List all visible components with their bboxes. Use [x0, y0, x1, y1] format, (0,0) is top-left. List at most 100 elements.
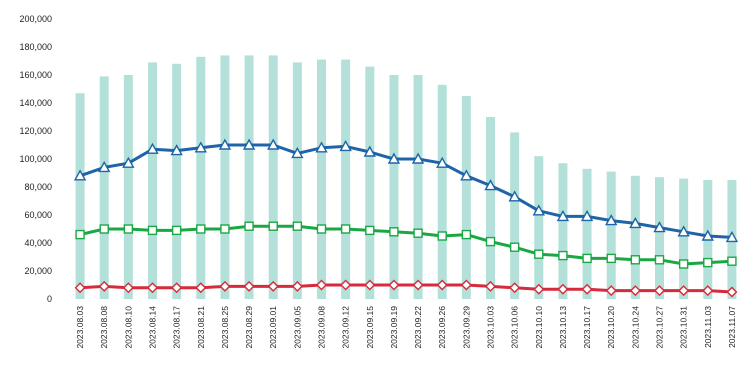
square-marker — [534, 249, 544, 259]
square-marker — [485, 236, 496, 247]
bar — [558, 163, 568, 299]
x-tick-label: 2023.09.05 — [292, 306, 302, 349]
bar — [365, 66, 375, 299]
y-tick-label: 100,000 — [19, 154, 52, 164]
y-tick-label: 160,000 — [19, 70, 52, 80]
x-tick-label: 2023.09.19 — [389, 306, 399, 349]
line-series-group — [73, 138, 739, 298]
triangle-marker — [170, 144, 183, 156]
square-marker — [509, 242, 520, 252]
y-tick-label: 40,000 — [24, 238, 52, 248]
diamond-marker — [557, 283, 569, 295]
triangle-marker — [725, 230, 739, 243]
x-tick-label: 2023.09.08 — [317, 306, 327, 349]
square-marker — [196, 224, 206, 234]
x-tick-label: 2023.08.21 — [196, 306, 206, 349]
diamond-marker — [581, 283, 593, 295]
bar — [341, 59, 351, 299]
square-marker — [413, 228, 423, 238]
diamond-marker — [485, 280, 496, 292]
bar — [148, 62, 157, 300]
square-marker — [389, 227, 399, 237]
bar — [220, 55, 230, 300]
square-marker — [703, 257, 713, 268]
diamond-marker — [74, 282, 86, 294]
series-line — [79, 143, 732, 239]
y-tick-label: 200,000 — [19, 14, 52, 24]
x-tick-label: 2023.08.03 — [75, 306, 85, 349]
bar — [413, 75, 423, 299]
x-tick-label: 2023.08.10 — [123, 306, 133, 349]
diamond-marker — [702, 285, 714, 297]
square-marker — [727, 256, 737, 266]
y-tick-label: 80,000 — [24, 182, 52, 192]
bar-series — [75, 55, 737, 300]
series-line — [80, 283, 732, 294]
diamond-marker — [291, 280, 303, 292]
triangle-marker — [339, 139, 352, 152]
x-tick-label: 2023.10.24 — [630, 306, 640, 349]
diamond-marker — [629, 285, 641, 297]
x-tick-label: 2023.09.15 — [365, 306, 375, 349]
triangle-marker — [98, 160, 111, 173]
line-series — [75, 221, 737, 269]
triangle-marker — [677, 225, 690, 237]
square-marker — [365, 225, 375, 236]
diamond-marker — [533, 283, 545, 295]
bar — [606, 171, 616, 299]
bar — [510, 132, 520, 299]
square-marker — [220, 224, 230, 234]
triangle-marker — [291, 146, 304, 159]
y-axis: 0 20,000 40,000 60,000 80,000 100,000 120,000 1… — [19, 14, 52, 304]
triangle-marker — [122, 156, 135, 168]
x-tick-label: 2023.11.03 — [703, 306, 713, 348]
triangle-marker — [363, 145, 376, 157]
square-marker — [316, 224, 327, 234]
diamond-marker — [122, 282, 134, 294]
x-tick-label: 2023.10.03 — [486, 306, 496, 349]
x-tick-label: 2023.10.17 — [582, 306, 592, 349]
x-tick-label: 2023.09.26 — [437, 306, 447, 349]
x-tick-label: 2023.11.07 — [727, 306, 737, 348]
bar — [244, 55, 254, 300]
triangle-marker — [218, 138, 232, 150]
bar — [630, 175, 640, 299]
bar — [655, 177, 664, 299]
bar — [172, 63, 182, 299]
diamond-marker — [195, 282, 207, 294]
x-tick-label: 2023.08.29 — [244, 306, 254, 349]
diamond-marker — [340, 279, 352, 291]
diamond-marker — [605, 285, 617, 297]
x-tick-label: 2023.09.29 — [461, 306, 471, 349]
square-marker — [244, 221, 254, 231]
triangle-marker — [315, 141, 328, 153]
triangle-marker — [242, 138, 256, 150]
triangle-marker — [556, 209, 570, 222]
diamond-marker — [726, 286, 738, 298]
diamond-marker — [316, 279, 327, 291]
y-tick-label: 60,000 — [24, 210, 52, 220]
triangle-marker — [411, 152, 425, 164]
diamond-marker — [509, 282, 521, 294]
bar — [75, 93, 85, 299]
square-marker — [678, 259, 689, 269]
y-tick-label: 120,000 — [19, 126, 52, 136]
diamond-marker — [219, 280, 231, 292]
square-marker — [582, 253, 592, 264]
diamond-marker — [98, 280, 110, 292]
y-tick-label: 20,000 — [24, 266, 52, 276]
triangle-marker — [460, 169, 473, 181]
square-marker — [268, 221, 278, 231]
bar — [461, 96, 471, 299]
triangle-marker — [387, 152, 401, 164]
square-marker — [654, 255, 665, 265]
x-tick-label: 2023.09.01 — [268, 306, 278, 349]
square-marker — [630, 255, 641, 265]
square-marker — [461, 229, 472, 240]
diamond-marker — [388, 279, 400, 291]
bar — [196, 56, 206, 299]
square-marker — [340, 224, 351, 234]
bar — [99, 76, 109, 300]
bar — [437, 84, 447, 299]
triangle-marker — [701, 229, 714, 241]
